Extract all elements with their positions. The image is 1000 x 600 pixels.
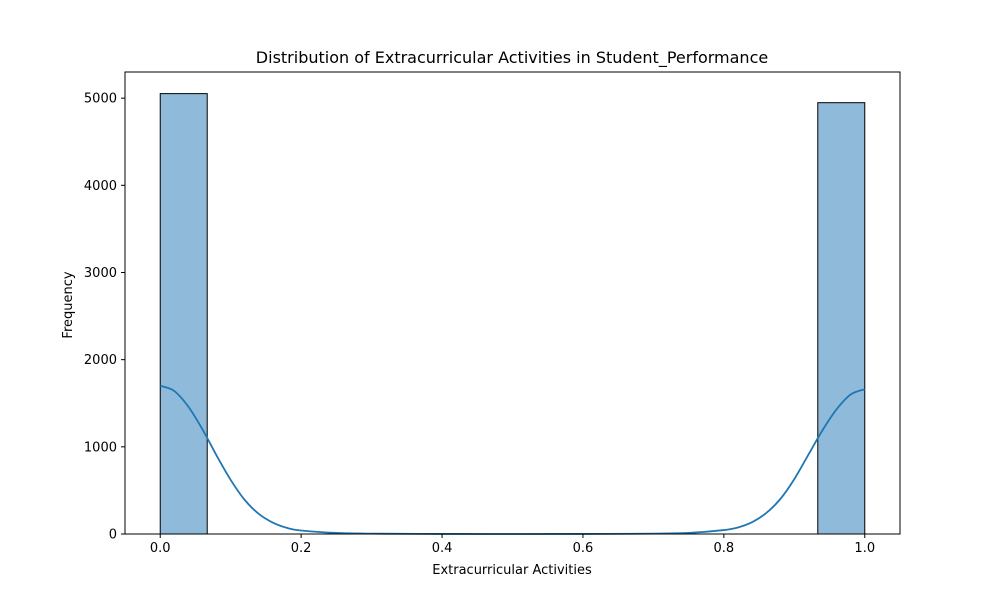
x-tick-label: 1.0 [854,541,875,556]
y-tick-label: 0 [109,528,117,543]
x-tick-label: 0.8 [714,541,735,556]
plot-area: 0.0 0.2 0.4 0.6 0.8 1.0 0 1000 2000 3000 4000 5000 [84,71,901,556]
histogram-bar-0 [159,93,208,535]
x-tick-label: 0.6 [573,541,594,556]
x-tick-label: 0.4 [432,541,453,556]
y-tick-label: 3000 [84,266,117,281]
plot-frame [124,71,901,535]
histogram-bar-1 [817,102,866,535]
kde-line [159,384,866,535]
y-tick-label: 5000 [84,92,117,107]
chart-title: Distribution of Extracurricular Activiti… [256,48,768,68]
y-axis-label: Frequency [61,271,76,338]
x-axis-label: Extracurricular Activities [432,563,592,578]
y-tick-label: 4000 [84,179,117,194]
x-tick-label: 0.2 [291,541,312,556]
y-tick-label: 2000 [84,353,117,368]
x-tick-label: 0.0 [150,541,171,556]
y-tick-label: 1000 [84,440,117,455]
